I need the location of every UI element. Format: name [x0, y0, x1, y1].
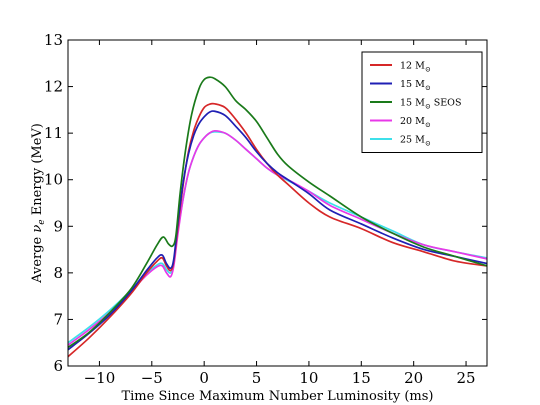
y-tick-label: 13 — [44, 31, 63, 49]
legend-label-name: 25 M — [400, 135, 425, 146]
series-line-1 — [68, 102, 487, 358]
series-line-4 — [68, 129, 487, 346]
x-tick-label: 0 — [199, 369, 209, 387]
y-axis-title: Averge νe Energy (MeV) — [30, 123, 47, 284]
y-tick-label: 11 — [44, 124, 63, 142]
legend-label-suffix: SEOS — [431, 98, 462, 109]
x-tick-label: −5 — [141, 369, 163, 387]
y-tick-label: 6 — [53, 357, 63, 375]
series-lines — [68, 76, 487, 358]
legend-label-subscript: ⊙ — [425, 84, 431, 92]
y-axis-title-suffix: Energy (MeV) — [30, 123, 45, 219]
legend-label: 15 M⊙ — [400, 79, 431, 92]
x-axis-title: Time Since Maximum Number Luminosity (ms… — [121, 389, 433, 404]
y-axis-title-subscript: e — [37, 219, 47, 224]
legend-label: 15 M⊙ SEOS — [400, 98, 461, 111]
legend-label-subscript: ⊙ — [425, 103, 431, 111]
legend-label: 12 M⊙ — [400, 61, 431, 74]
x-tick-label: 10 — [299, 369, 318, 387]
x-tick-label: −10 — [84, 369, 116, 387]
y-tick-label: 10 — [44, 171, 63, 189]
legend-label-subscript: ⊙ — [425, 121, 431, 129]
legend-label-name: 12 M — [400, 61, 425, 72]
axis-ticks: −10 −5 0 5 10 15 20 25 6 7 8 9 10 11 12 13 — [44, 31, 487, 387]
x-tick-label: 25 — [457, 369, 476, 387]
y-tick-label: 12 — [44, 78, 63, 96]
legend-label: 25 M⊙ — [400, 135, 431, 148]
legend-label-name: 20 M — [400, 116, 425, 127]
y-tick-label: 7 — [53, 310, 63, 328]
legend-label-subscript: ⊙ — [425, 66, 431, 74]
y-axis-title-prefix: Averge — [30, 233, 45, 284]
x-tick-label: 5 — [252, 369, 262, 387]
x-tick-label: 20 — [404, 369, 423, 387]
y-tick-label: 8 — [53, 264, 63, 282]
plot-frame — [67, 39, 488, 367]
y-axis-title-symbol: ν — [30, 225, 45, 233]
x-tick-label: 15 — [352, 369, 371, 387]
y-tick-label: 9 — [53, 217, 63, 235]
legend-label: 20 M⊙ — [400, 116, 431, 129]
series-line-2 — [68, 110, 487, 351]
legend-label-name: 15 M — [400, 98, 425, 109]
legend-label-subscript: ⊙ — [425, 140, 431, 148]
legend-label-name: 15 M — [400, 79, 425, 90]
series-line-3 — [68, 76, 487, 349]
series-line-5 — [68, 130, 487, 344]
